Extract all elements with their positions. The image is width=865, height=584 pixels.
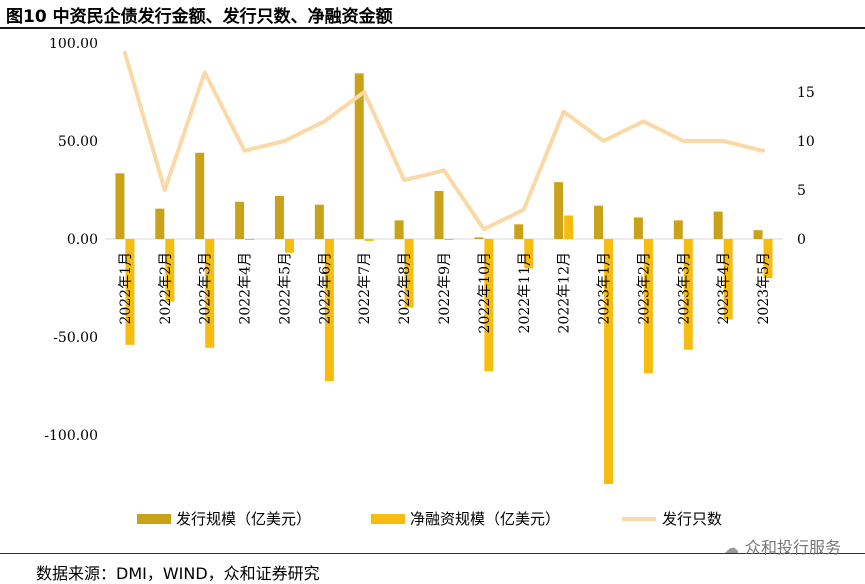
category-label: 2022年1月 <box>118 252 134 325</box>
net-financing-bar <box>284 239 294 253</box>
right-axis-tick-label: 15 <box>797 85 815 101</box>
issuance-bar <box>195 152 205 239</box>
category-label: 2022年7月 <box>357 252 373 325</box>
left-axis-tick-label: 50.00 <box>58 134 98 150</box>
category-label: 2022年6月 <box>317 252 333 325</box>
left-axis-tick-label: -100.00 <box>44 428 98 444</box>
chart: 100.00 50.00 0.00 -50.00 -100.00 15 10 5 0 2022年1… <box>44 36 815 528</box>
issuance-bar <box>434 190 444 239</box>
wechat-icon: ☁ <box>723 539 739 557</box>
category-label: 2023年3月 <box>676 252 692 325</box>
watermark: ☁ 众和投行服务 <box>724 534 841 558</box>
issuance-bar <box>274 195 284 239</box>
issuance-bar <box>155 208 165 239</box>
source-note: 数据来源：DMI，WIND，众和证券研究 <box>36 564 320 583</box>
net-financing-bar <box>524 239 534 269</box>
title-rule <box>0 27 865 29</box>
net-financing-bar <box>324 239 334 382</box>
category-label: 2022年12月 <box>557 252 573 333</box>
net-financing-bar <box>245 239 255 240</box>
legend-swatch-issuance <box>137 514 171 524</box>
issuance-bar <box>673 220 683 239</box>
net-financing-bar <box>205 239 215 348</box>
issuance-bar <box>633 217 643 239</box>
bottom-rule <box>0 553 865 554</box>
issue-count-line <box>122 50 766 232</box>
issuance-bar <box>394 220 404 239</box>
left-axis-tick-label: 100.00 <box>49 36 98 52</box>
legend-swatch-net-financing <box>371 514 405 524</box>
right-axis-tick-label: 5 <box>797 183 806 199</box>
category-label: 2023年5月 <box>756 252 772 325</box>
net-financing-bar <box>444 239 454 240</box>
right-axis-tick-label: 10 <box>797 134 815 150</box>
net-financing-bar <box>404 239 414 308</box>
net-financing-bar <box>683 239 693 350</box>
net-financing-bar <box>604 239 614 484</box>
net-financing-bar <box>484 239 494 372</box>
left-axis-tick-label: -50.00 <box>53 330 98 346</box>
issuance-bar <box>235 201 245 239</box>
category-label: 2022年9月 <box>437 252 453 325</box>
category-label: 2022年8月 <box>397 252 413 325</box>
category-label: 2023年4月 <box>716 252 732 325</box>
category-label: 2022年10月 <box>477 252 493 333</box>
issuance-bar <box>474 237 484 239</box>
watermark-text: 众和投行服务 <box>744 538 841 557</box>
net-financing-bar <box>364 239 374 241</box>
issuance-bar <box>354 73 364 239</box>
category-label: 2022年3月 <box>198 252 214 325</box>
net-financing-bar <box>564 215 574 239</box>
net-financing-bar <box>165 239 175 302</box>
legend-label-net-financing: 净融资规模（亿美元） <box>410 510 560 528</box>
legend-label-issue-count: 发行只数 <box>662 510 722 528</box>
issuance-bar <box>115 173 125 239</box>
issuance-bar <box>594 205 604 239</box>
net-financing-bar <box>723 239 733 320</box>
category-label: 2022年11月 <box>517 252 533 333</box>
category-label: 2022年4月 <box>238 252 254 325</box>
plot-group: 100.00 50.00 0.00 -50.00 -100.00 15 10 5 0 2022年1… <box>44 36 815 484</box>
issuance-bar <box>514 224 524 239</box>
net-financing-bar <box>643 239 653 374</box>
issuance-bar <box>314 204 324 239</box>
category-label: 2023年1月 <box>597 252 613 325</box>
category-label: 2022年5月 <box>277 252 293 325</box>
category-label: 2023年2月 <box>636 252 652 325</box>
figure-title: 图10 中资民企债发行金额、发行只数、净融资金额 <box>6 7 393 27</box>
category-label: 2022年2月 <box>158 252 174 325</box>
issuance-bar <box>554 182 564 239</box>
net-financing-bar <box>125 239 135 345</box>
legend-label-issuance: 发行规模（亿美元） <box>176 510 311 528</box>
right-axis-tick-label: 0 <box>797 232 806 248</box>
issuance-bar <box>753 230 763 239</box>
net-financing-bar <box>763 239 773 279</box>
issuance-bar <box>713 211 723 239</box>
left-axis-tick-label: 0.00 <box>67 232 98 248</box>
